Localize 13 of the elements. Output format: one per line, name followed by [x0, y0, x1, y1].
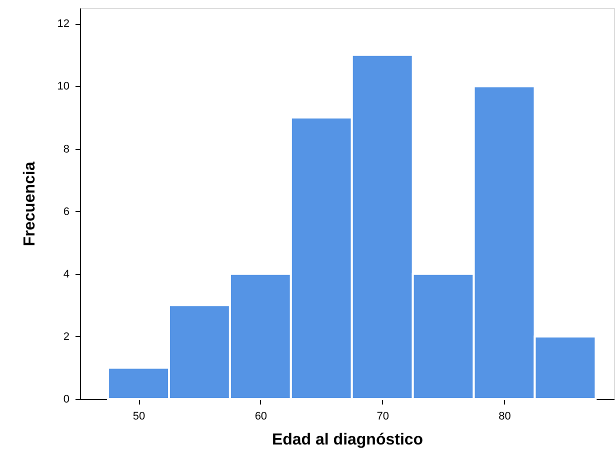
y-tick-label: 8	[63, 143, 70, 156]
y-axis-title: Frecuencia	[21, 162, 38, 246]
x-tick-label: 60	[254, 410, 268, 422]
y-tick-label: 12	[57, 18, 70, 30]
y-tick-label: 0	[63, 394, 70, 406]
x-tick-label: 50	[132, 410, 146, 422]
x-tick-label: 80	[498, 410, 511, 422]
y-tick-label: 2	[63, 330, 70, 343]
y-tick-label: 4	[63, 268, 70, 280]
y-tick-label: 6	[63, 206, 70, 218]
x-axis-title: Edad al diagnóstico	[272, 432, 424, 448]
y-tick-label: 10	[57, 80, 70, 93]
x-tick-label: 70	[376, 410, 389, 422]
